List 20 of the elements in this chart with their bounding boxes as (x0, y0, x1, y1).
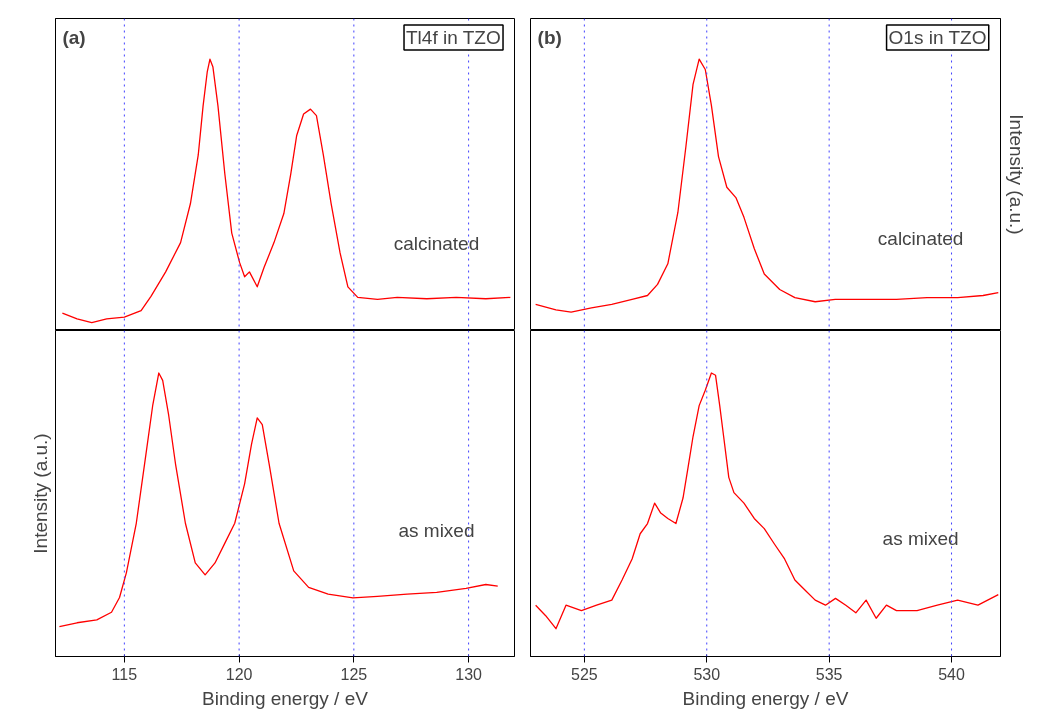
y-axis-title: Intensity (a.u.) (29, 433, 51, 554)
text: O1s in TZO (888, 26, 987, 48)
x-tick-label: 535 (815, 665, 843, 683)
x-axis-title: Binding energy / eV (202, 687, 369, 709)
text: as mixed (398, 519, 475, 541)
x-tick-label: 125 (340, 665, 368, 683)
x-tick-label: 120 (225, 665, 253, 683)
x-tick-label: 530 (693, 665, 721, 683)
x-axis-title: Binding energy / eV (682, 687, 849, 709)
x-tick-label: 115 (111, 665, 138, 683)
x-tick-label: 540 (938, 665, 965, 683)
x-tick-label: 525 (571, 665, 598, 683)
text: as mixed (882, 528, 959, 550)
text: calcinated (393, 232, 480, 254)
text: (b) (537, 26, 562, 48)
text: (a) (62, 26, 86, 48)
text: calcinated (877, 228, 964, 250)
text: Tl4f in TZO (406, 26, 501, 48)
x-tick-label: 130 (455, 665, 483, 683)
y2-axis-title: Intensity (a.u.) (1005, 114, 1027, 235)
